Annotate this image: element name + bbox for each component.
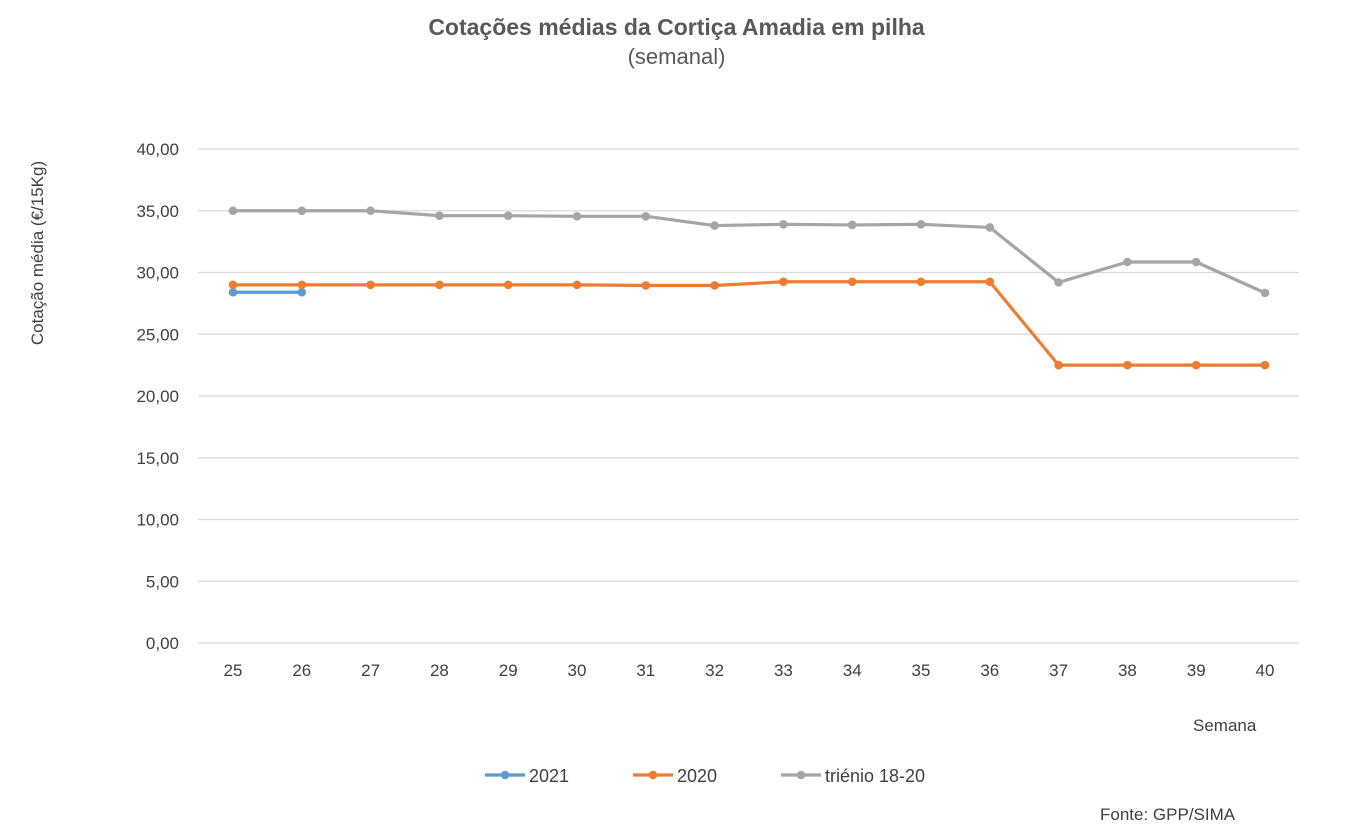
y-tick-label: 30,00: [136, 264, 179, 283]
x-tick-label: 31: [636, 661, 655, 680]
data-point: [1054, 360, 1063, 370]
data-point: [1123, 257, 1132, 267]
series-2: [228, 206, 1270, 298]
legend-label: 2020: [677, 766, 717, 786]
x-tick-label: 33: [774, 661, 793, 680]
y-tick-label: 10,00: [136, 511, 179, 530]
data-point: [916, 277, 926, 287]
title-block: Cotações médias da Cortiça Amadia em pil…: [0, 12, 1353, 72]
data-point: [916, 220, 926, 229]
x-tick-label: 29: [499, 661, 518, 680]
data-point: [1260, 360, 1270, 370]
legend: 2021 2020 triénio 18-20: [485, 766, 925, 786]
x-tick-labels: 25 26 27 28 29 30 31 32 33 34 35 36 37 38 39 40: [224, 661, 1275, 680]
y-tick-label: 20,00: [136, 387, 179, 406]
x-tick-label: 30: [568, 661, 587, 680]
x-tick-label: 37: [1049, 661, 1068, 680]
series-line: [231, 280, 1267, 367]
data-point: [779, 277, 788, 287]
y-tick-label: 0,00: [146, 634, 179, 653]
legend-item: 2020: [633, 766, 717, 786]
x-tick-label: 32: [705, 661, 724, 680]
x-tick-label: 39: [1187, 661, 1206, 680]
legend-item: triénio 18-20: [781, 766, 925, 786]
data-point: [1054, 278, 1063, 287]
data-point: [366, 206, 375, 216]
data-point: [847, 220, 857, 230]
data-point: [1191, 257, 1201, 267]
data-point: [985, 223, 995, 232]
x-tick-label: 40: [1256, 661, 1275, 680]
data-point: [435, 280, 444, 290]
data-point: [297, 280, 307, 290]
y-tick-label: 15,00: [136, 449, 179, 468]
y-tick-label: 40,00: [136, 140, 179, 159]
data-point: [985, 277, 995, 287]
data-point: [503, 280, 513, 290]
data-point: [297, 287, 307, 297]
series-line: [231, 209, 1267, 295]
legend-label: triénio 18-20: [825, 766, 925, 786]
x-tick-label: 36: [980, 661, 999, 680]
data-point: [1191, 360, 1201, 370]
series-lines: [228, 206, 1270, 370]
data-point: [710, 281, 719, 290]
gridlines: [198, 148, 1299, 644]
x-axis-label: Semana: [1193, 716, 1257, 735]
data-point: [228, 287, 238, 297]
x-tick-label: 27: [361, 661, 380, 680]
data-point: [779, 220, 788, 229]
legend-label: 2021: [529, 766, 569, 786]
x-tick-label: 35: [912, 661, 931, 680]
y-tick-label: 35,00: [136, 202, 179, 221]
data-point: [297, 206, 307, 216]
data-point: [641, 212, 651, 221]
y-tick-label: 5,00: [146, 572, 179, 591]
legend-marker: [796, 770, 806, 780]
data-point: [710, 221, 719, 230]
data-point: [1123, 360, 1132, 370]
data-point: [847, 277, 857, 287]
x-tick-label: 38: [1118, 661, 1137, 680]
x-tick-label: 26: [292, 661, 311, 680]
data-point: [435, 211, 444, 220]
data-point: [572, 280, 582, 290]
data-point: [1260, 288, 1270, 298]
data-point: [366, 280, 375, 290]
legend-marker: [500, 770, 510, 780]
y-tick-label: 25,00: [136, 325, 179, 344]
series-0: [228, 287, 307, 297]
chart-subtitle: (semanal): [627, 44, 726, 69]
data-point: [641, 281, 651, 290]
y-tick-labels: 0,00 5,00 10,00 15,00 20,00 25,00 30,00 35,00 40…: [136, 140, 179, 653]
x-tick-label: 34: [843, 661, 862, 680]
legend-item: 2021: [485, 766, 569, 786]
data-point: [503, 211, 513, 220]
data-point: [228, 206, 238, 216]
chart-title: Cotações médias da Cortiça Amadia em pil…: [428, 14, 925, 40]
x-tick-label: 25: [224, 661, 243, 680]
source-note: Fonte: GPP/SIMA: [1100, 805, 1236, 824]
data-point: [572, 212, 582, 221]
x-tick-label: 28: [430, 661, 449, 680]
legend-marker: [648, 770, 658, 780]
data-point: [228, 280, 238, 290]
series-1: [228, 277, 1270, 370]
